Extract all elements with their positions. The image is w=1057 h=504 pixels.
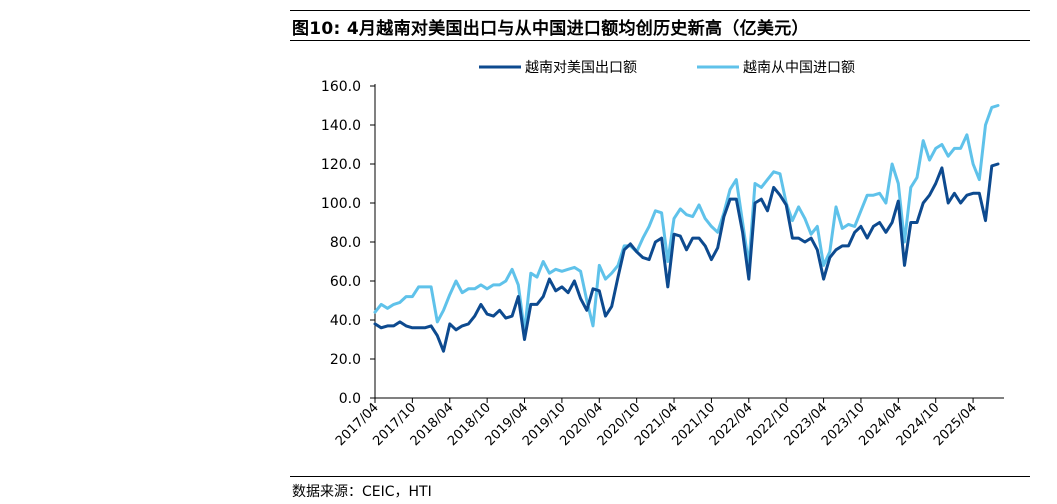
title-rule xyxy=(290,40,1030,41)
source-rule xyxy=(290,476,1030,477)
y-tick-label: 100.0 xyxy=(321,196,361,212)
y-tick-label: 20.0 xyxy=(330,352,361,368)
y-tick-label: 140.0 xyxy=(321,118,361,134)
chart-title: 图10: 4月越南对美国出口与从中国进口额均创历史新高（亿美元） xyxy=(292,19,809,39)
source-note: 数据来源：CEIC，HTI xyxy=(292,484,432,500)
series-line-exports-us xyxy=(373,162,1000,353)
y-tick-label: 80.0 xyxy=(330,235,361,251)
legend-exports-us-label: 越南对美国出口额 xyxy=(525,60,637,76)
y-tick-label: 60.0 xyxy=(330,274,361,290)
y-tick-label: 40.0 xyxy=(330,313,361,329)
series-line-imports-china xyxy=(373,104,1000,334)
legend-imports-china-label: 越南从中国进口额 xyxy=(743,60,855,76)
top-rule xyxy=(290,10,1030,11)
y-tick-label: 120.0 xyxy=(321,157,361,173)
y-tick-label: 160.0 xyxy=(321,79,361,95)
y-tick-label: 0.0 xyxy=(339,391,361,407)
